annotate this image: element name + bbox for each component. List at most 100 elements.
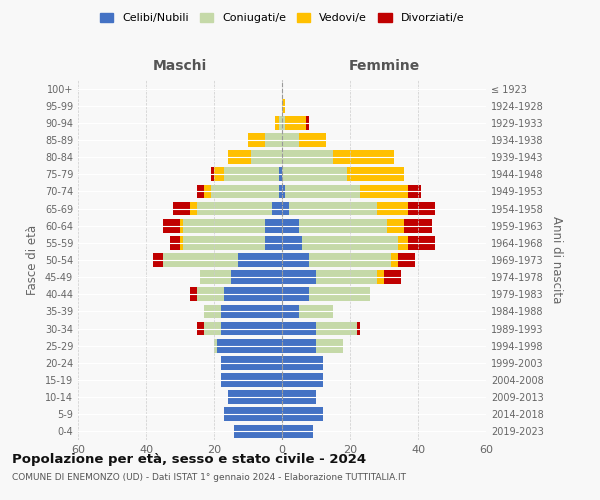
- Bar: [211, 168, 214, 181]
- Bar: [282, 219, 299, 232]
- Bar: [197, 322, 204, 336]
- Bar: [163, 253, 238, 267]
- Bar: [265, 133, 282, 147]
- Bar: [278, 168, 282, 181]
- Bar: [282, 408, 323, 421]
- Bar: [408, 202, 435, 215]
- Bar: [200, 270, 231, 284]
- Bar: [282, 236, 302, 250]
- Bar: [278, 184, 282, 198]
- Bar: [333, 150, 394, 164]
- Bar: [265, 219, 282, 232]
- Bar: [282, 150, 333, 164]
- Bar: [357, 322, 360, 336]
- Bar: [282, 424, 313, 438]
- Bar: [309, 253, 391, 267]
- Bar: [398, 236, 408, 250]
- Bar: [278, 116, 282, 130]
- Bar: [204, 304, 221, 318]
- Bar: [248, 133, 265, 147]
- Bar: [275, 116, 278, 130]
- Bar: [238, 253, 282, 267]
- Bar: [224, 168, 278, 181]
- Bar: [398, 253, 415, 267]
- Bar: [180, 236, 184, 250]
- Bar: [360, 184, 408, 198]
- Bar: [282, 253, 309, 267]
- Bar: [408, 236, 435, 250]
- Bar: [221, 322, 282, 336]
- Bar: [286, 184, 360, 198]
- Bar: [231, 270, 282, 284]
- Bar: [316, 322, 357, 336]
- Bar: [282, 288, 309, 301]
- Bar: [272, 202, 282, 215]
- Bar: [282, 99, 286, 112]
- Bar: [299, 133, 326, 147]
- Bar: [316, 270, 377, 284]
- Bar: [282, 356, 323, 370]
- Bar: [224, 288, 282, 301]
- Bar: [235, 424, 282, 438]
- Text: Femmine: Femmine: [349, 59, 419, 73]
- Bar: [197, 184, 204, 198]
- Bar: [316, 339, 343, 352]
- Bar: [221, 373, 282, 387]
- Bar: [289, 202, 377, 215]
- Bar: [282, 339, 316, 352]
- Bar: [282, 304, 299, 318]
- Bar: [384, 270, 401, 284]
- Text: Popolazione per età, sesso e stato civile - 2024: Popolazione per età, sesso e stato civil…: [12, 452, 366, 466]
- Bar: [221, 356, 282, 370]
- Bar: [391, 253, 398, 267]
- Bar: [377, 202, 408, 215]
- Bar: [265, 236, 282, 250]
- Bar: [217, 339, 282, 352]
- Bar: [214, 339, 217, 352]
- Bar: [197, 288, 224, 301]
- Bar: [221, 304, 282, 318]
- Bar: [227, 150, 251, 164]
- Bar: [282, 373, 323, 387]
- Bar: [282, 116, 286, 130]
- Bar: [184, 219, 265, 232]
- Bar: [299, 219, 388, 232]
- Bar: [197, 202, 272, 215]
- Bar: [184, 236, 265, 250]
- Bar: [282, 202, 289, 215]
- Bar: [170, 236, 180, 250]
- Bar: [408, 184, 421, 198]
- Bar: [163, 219, 180, 232]
- Bar: [251, 150, 282, 164]
- Bar: [299, 304, 333, 318]
- Bar: [190, 288, 197, 301]
- Text: COMUNE DI ENEMONZO (UD) - Dati ISTAT 1° gennaio 2024 - Elaborazione TUTTITALIA.I: COMUNE DI ENEMONZO (UD) - Dati ISTAT 1° …: [12, 472, 406, 482]
- Bar: [153, 253, 163, 267]
- Bar: [204, 184, 211, 198]
- Bar: [224, 408, 282, 421]
- Bar: [180, 219, 184, 232]
- Bar: [204, 322, 221, 336]
- Bar: [227, 390, 282, 404]
- Bar: [211, 184, 278, 198]
- Y-axis label: Fasce di età: Fasce di età: [26, 225, 39, 295]
- Bar: [282, 184, 286, 198]
- Bar: [190, 202, 197, 215]
- Bar: [347, 168, 404, 181]
- Bar: [214, 168, 224, 181]
- Bar: [282, 168, 347, 181]
- Text: Maschi: Maschi: [153, 59, 207, 73]
- Bar: [282, 322, 316, 336]
- Bar: [302, 236, 398, 250]
- Bar: [282, 270, 316, 284]
- Legend: Celibi/Nubili, Coniugati/e, Vedovi/e, Divorziati/e: Celibi/Nubili, Coniugati/e, Vedovi/e, Di…: [95, 8, 469, 28]
- Bar: [377, 270, 384, 284]
- Bar: [306, 116, 309, 130]
- Bar: [282, 390, 316, 404]
- Bar: [309, 288, 370, 301]
- Bar: [286, 116, 306, 130]
- Bar: [173, 202, 190, 215]
- Bar: [404, 219, 431, 232]
- Bar: [282, 133, 299, 147]
- Bar: [388, 219, 404, 232]
